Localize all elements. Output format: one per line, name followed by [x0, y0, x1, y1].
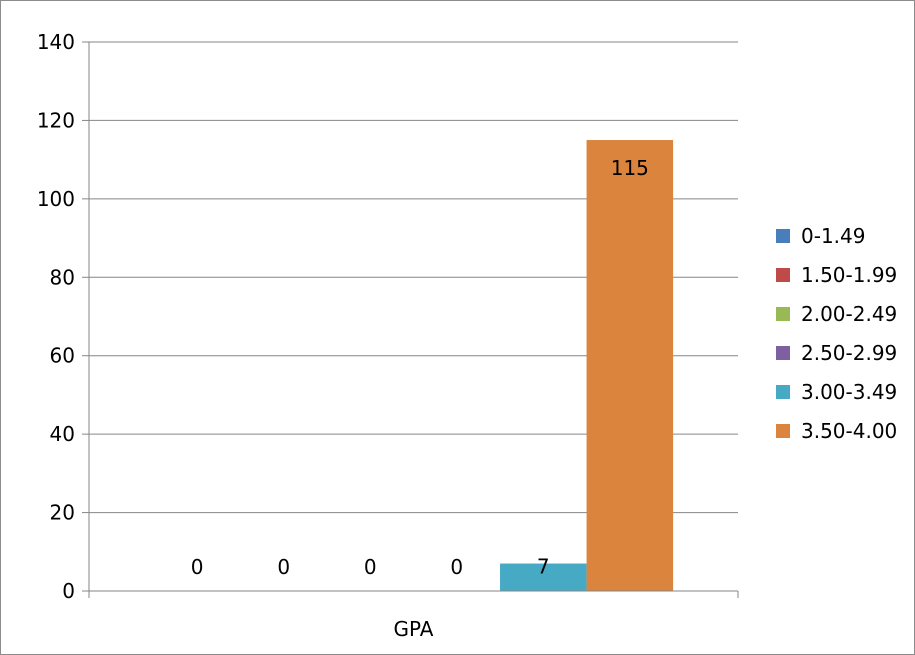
y-tick-label: 100 — [37, 187, 75, 211]
gridlines — [89, 41, 738, 514]
data-label-1_50-1_99: 0 — [277, 555, 290, 579]
bar-3_00-3_49 — [500, 563, 587, 591]
y-tick-label: 0 — [62, 579, 75, 603]
data-label-3_50-4_00: 115 — [611, 156, 649, 180]
y-tick-label: 80 — [50, 265, 75, 289]
axes — [82, 41, 739, 598]
legend-swatch — [776, 424, 790, 438]
bar-3_50-4_00 — [586, 140, 674, 592]
data-label-0-1_49: 0 — [191, 555, 204, 579]
legend-label: 3.50-4.00 — [801, 419, 897, 443]
legend-swatch — [776, 385, 790, 399]
legend-label: 1.50-1.99 — [801, 263, 897, 287]
legend-swatch — [776, 307, 790, 321]
data-labels: 0 0 0 0 7 115 — [191, 156, 649, 579]
legend-label: 2.50-2.99 — [801, 341, 897, 365]
y-tick-label: 20 — [50, 501, 75, 525]
y-tick-label: 140 — [37, 30, 75, 54]
legend-swatch — [776, 268, 790, 282]
legend-label: 0-1.49 — [801, 224, 865, 248]
x-category-label: GPA — [394, 617, 434, 641]
y-tick-label: 60 — [50, 344, 75, 368]
y-tick-label: 40 — [50, 422, 75, 446]
legend-label: 3.00-3.49 — [801, 380, 897, 404]
y-tick-label: 120 — [37, 108, 75, 132]
bars — [500, 140, 674, 592]
legend-swatch — [776, 346, 790, 360]
y-axis-ticks: 0 20 40 60 80 100 120 140 — [37, 30, 75, 603]
legend: 0-1.49 1.50-1.99 2.00-2.49 2.50-2.99 3.00-3.… — [776, 224, 897, 443]
data-label-2_00-2_49: 0 — [364, 555, 377, 579]
legend-label: 2.00-2.49 — [801, 302, 897, 326]
data-label-3_00-3_49: 7 — [537, 555, 550, 579]
x-axis-categories: GPA — [394, 617, 434, 641]
data-label-2_50-2_99: 0 — [450, 555, 463, 579]
legend-swatch — [776, 229, 790, 243]
